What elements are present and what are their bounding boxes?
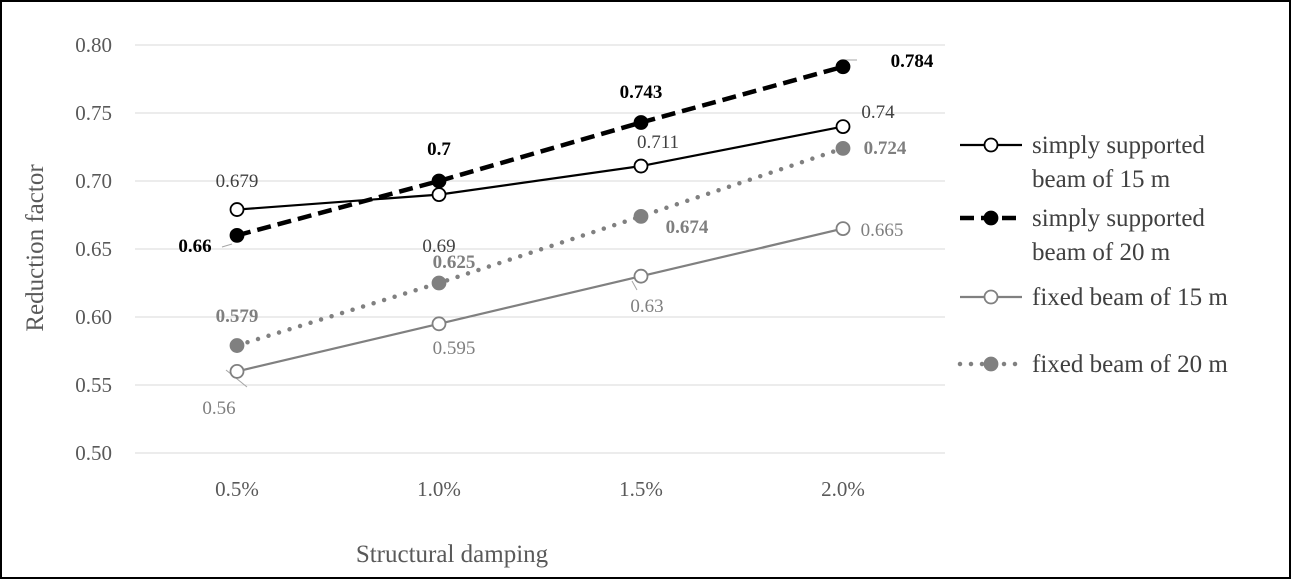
x-tick-label: 1.5% — [619, 477, 663, 501]
y-tick-label: 0.70 — [75, 169, 112, 193]
legend-entry-2: simply supported beam of 20 m — [960, 205, 1205, 266]
data-point — [633, 268, 649, 284]
data-label: 0.74 — [861, 102, 895, 123]
data-point — [229, 338, 245, 353]
data-point — [229, 227, 245, 243]
data-label: 0.66 — [178, 236, 211, 257]
y-tick-label: 0.60 — [75, 305, 112, 329]
data-label: 0.679 — [216, 171, 259, 192]
data-label: 0.665 — [861, 220, 904, 241]
y-tick-label: 0.80 — [75, 33, 112, 57]
data-point — [633, 158, 649, 174]
data-point — [633, 208, 649, 224]
legend-label: fixed beam of 20 m — [1032, 351, 1228, 378]
series-2 — [229, 59, 851, 243]
legend-label: simply supported — [1032, 205, 1205, 232]
data-label: 0.69 — [422, 236, 455, 257]
y-tick-label: 0.55 — [75, 373, 112, 397]
data-label: 0.625 — [433, 252, 476, 273]
series-1 — [229, 119, 851, 217]
y-axis-title: Reduction factor — [22, 164, 49, 332]
y-tick-label: 0.75 — [75, 101, 112, 125]
data-point — [229, 363, 245, 379]
leader-line — [221, 243, 233, 248]
data-label: 0.743 — [620, 82, 663, 103]
series-4 — [229, 140, 851, 353]
legend-label: beam of 20 m — [1032, 239, 1171, 266]
data-point — [431, 316, 447, 332]
legend-label: simply supported — [1032, 132, 1205, 159]
series-line — [236, 125, 844, 211]
data-point — [835, 59, 851, 75]
x-tick-labels: 0.5% 1.0% 1.5% 2.0% — [215, 477, 865, 501]
y-tick-labels: 0.50 0.55 0.60 0.65 0.70 0.75 0.80 — [75, 33, 112, 465]
label-leader-lines — [221, 59, 857, 388]
x-tick-label: 2.0% — [821, 477, 865, 501]
y-tick-label: 0.50 — [75, 441, 112, 465]
data-label: 0.7 — [427, 139, 451, 160]
legend-swatch-marker — [983, 137, 999, 153]
y-tick-label: 0.65 — [75, 237, 112, 261]
data-label: 0.784 — [891, 51, 934, 72]
legend-entry-3: fixed beam of 15 m — [960, 284, 1228, 311]
data-label: 0.711 — [637, 132, 679, 153]
x-tick-label: 1.0% — [417, 477, 461, 501]
data-labels: 0.679 0.69 0.711 0.74 0.66 0.7 0.743 0.784 0.56 0… — [178, 51, 934, 419]
leader-line — [631, 280, 638, 291]
x-tick-label: 0.5% — [215, 477, 259, 501]
data-point — [835, 140, 851, 156]
data-label: 0.674 — [666, 217, 709, 238]
data-point — [431, 173, 447, 189]
legend-swatch-marker — [983, 356, 999, 372]
data-label: 0.63 — [630, 296, 663, 317]
legend-label: fixed beam of 15 m — [1032, 284, 1228, 311]
data-point — [431, 187, 447, 203]
series-group — [229, 59, 851, 379]
data-point — [835, 221, 851, 237]
x-axis-title: Structural damping — [356, 541, 549, 568]
series-line — [236, 227, 844, 373]
legend-swatch-marker — [983, 289, 999, 305]
series-line — [236, 64, 844, 238]
legend-entry-1: simply supported beam of 15 m — [960, 132, 1205, 193]
data-point — [835, 119, 851, 134]
legend-entry-4: fixed beam of 20 m — [957, 351, 1228, 378]
series-line — [234, 146, 846, 348]
data-point — [229, 202, 245, 217]
data-label: 0.579 — [216, 306, 259, 327]
data-label: 0.724 — [864, 138, 907, 159]
legend-swatch-marker — [983, 210, 999, 226]
data-label: 0.595 — [433, 338, 476, 359]
legend-label: beam of 15 m — [1032, 166, 1171, 193]
data-label: 0.56 — [202, 398, 235, 419]
data-point — [431, 275, 447, 291]
series-3 — [229, 221, 851, 379]
data-point — [633, 115, 649, 130]
